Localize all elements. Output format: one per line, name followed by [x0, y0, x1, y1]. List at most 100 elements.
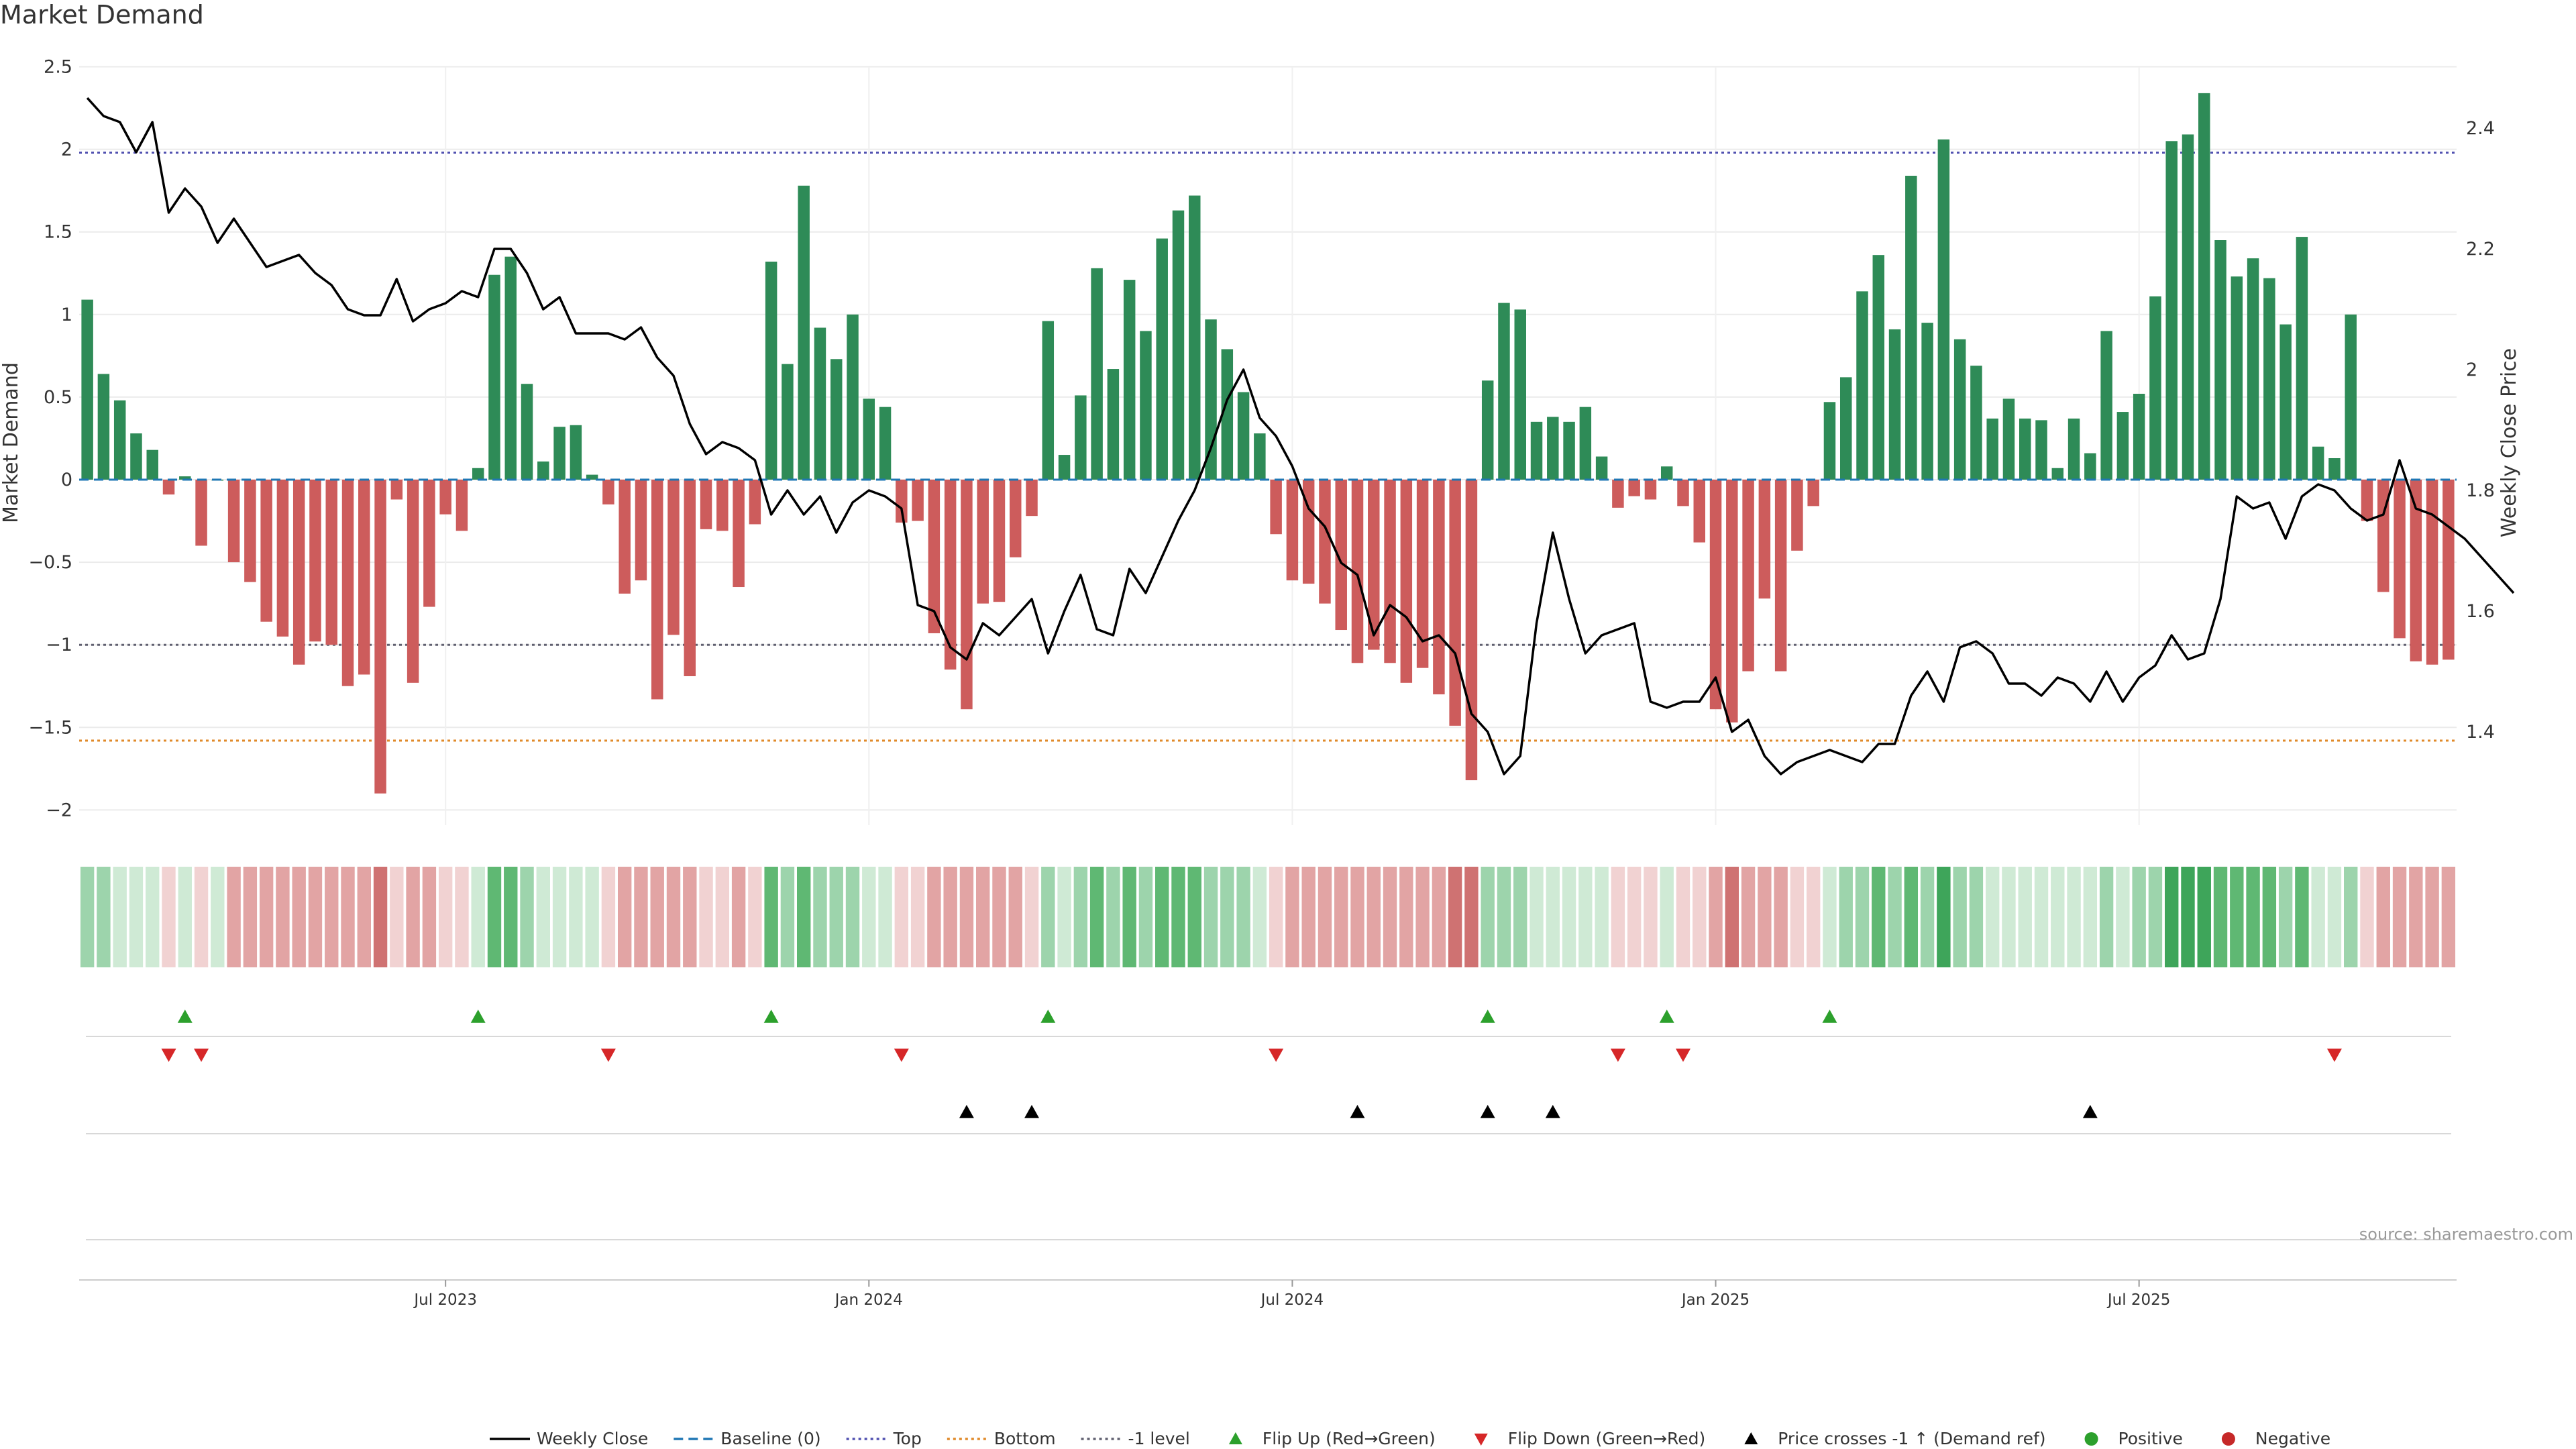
demand-bar [553, 427, 566, 480]
demand-bar [1628, 480, 1640, 496]
demand-bar [455, 480, 468, 531]
legend-swatch [2084, 1432, 2098, 1446]
price-cross-marker [1350, 1105, 1365, 1118]
demand-bar [1547, 417, 1559, 480]
strip-cell [1693, 867, 1707, 967]
strip-cell [2392, 867, 2407, 967]
demand-bar [2328, 458, 2341, 480]
demand-bar [830, 359, 843, 480]
strip-cell [276, 867, 290, 967]
demand-bar [2116, 412, 2129, 480]
y-tick-label: −2 [46, 800, 72, 820]
demand-bar [2084, 453, 2096, 480]
strip-cell [1187, 867, 1201, 967]
strip-cell [325, 867, 339, 967]
flip-up-marker [470, 1010, 486, 1023]
strip-cell [2311, 867, 2325, 967]
strip-cell [2327, 867, 2342, 967]
strip-cell [780, 867, 795, 967]
strip-cell [146, 867, 160, 967]
strip-cell [536, 867, 551, 967]
demand-bar [619, 480, 631, 594]
demand-bar [1058, 455, 1071, 480]
strip-cell [1985, 867, 2000, 967]
strip-cell [487, 867, 502, 967]
demand-bar [1400, 480, 1413, 683]
strip-cell [748, 867, 762, 967]
y2-tick-label: 1.4 [2466, 722, 2495, 743]
strip-cell [292, 867, 306, 967]
strip-cell [2132, 867, 2146, 967]
demand-bar [195, 480, 207, 546]
demand-bar [2133, 393, 2145, 480]
demand-bar [684, 480, 696, 676]
strip-cell [666, 867, 681, 967]
demand-bar [2443, 480, 2455, 660]
demand-bar [1579, 407, 1592, 480]
flip-down-marker [1610, 1049, 1625, 1062]
demand-bar [2247, 258, 2259, 480]
strip-cell [406, 867, 420, 967]
demand-bar [162, 480, 175, 495]
demand-bar [1839, 377, 1852, 480]
demand-bar [2149, 296, 2161, 480]
flip-down-marker [2326, 1049, 2342, 1062]
strip-cell [1790, 867, 1805, 967]
strip-cell [927, 867, 941, 967]
demand-bar [2231, 276, 2243, 480]
strip-cell [1774, 867, 1788, 967]
price-cross-marker [1545, 1105, 1560, 1118]
demand-bar [863, 398, 875, 480]
strip-cell [227, 867, 241, 967]
strip-cell [1823, 867, 1837, 967]
demand-bar [716, 480, 729, 531]
flip-down-marker [600, 1049, 616, 1062]
demand-bar [227, 480, 240, 563]
demand-bar [1758, 480, 1771, 599]
strip-cell [731, 867, 746, 967]
price-cross-marker [1024, 1105, 1040, 1118]
strip-cell [585, 867, 599, 967]
demand-bar [1237, 392, 1250, 480]
legend-label: Positive [2118, 1429, 2183, 1448]
legend-item: Price crosses -1 ↑ (Demand ref) [1744, 1429, 2046, 1448]
legend-swatch [1744, 1432, 1758, 1444]
y-tick-label: 0 [61, 470, 72, 490]
demand-heat-strip [80, 867, 2456, 967]
demand-bar [1677, 480, 1689, 506]
strip-cell [178, 867, 192, 967]
y-axis-right: 2.4 2.2 2 1.8 1.6 1.4 [2466, 118, 2495, 743]
demand-bar [1921, 323, 1933, 480]
flip-down-marker [1269, 1049, 1284, 1062]
demand-bar [521, 384, 533, 480]
strip-cell [796, 867, 811, 967]
strip-cell [2067, 867, 2081, 967]
demand-bar [1709, 480, 1722, 710]
flip-up-marker [177, 1010, 193, 1023]
demand-bar [2068, 418, 2080, 480]
strip-cell [1236, 867, 1250, 967]
price-cross-marker [1480, 1105, 1495, 1118]
strip-cell [829, 867, 843, 967]
demand-bar [1270, 480, 1282, 535]
strip-cell [1904, 867, 1919, 967]
strip-cell [259, 867, 274, 967]
legend-item: Flip Down (Green→Red) [1474, 1429, 1706, 1448]
demand-bar [1986, 418, 1998, 480]
demand-bar [325, 480, 337, 645]
flip-down-marker [161, 1049, 176, 1062]
y-tick-label: 2.5 [44, 57, 72, 78]
strip-cell [634, 867, 648, 967]
strip-cell [699, 867, 713, 967]
legend-label: Flip Up (Red→Green) [1263, 1429, 1436, 1448]
demand-bar [2214, 240, 2226, 480]
legend-label: Negative [2255, 1429, 2330, 1448]
strip-cell [1513, 867, 1527, 967]
strip-cell [2230, 867, 2244, 967]
strip-cell [1024, 867, 1039, 967]
strip-cell [1220, 867, 1234, 967]
y-tick-label: 2 [61, 140, 72, 160]
demand-bar [1905, 175, 1917, 480]
legend-label: Flip Down (Green→Red) [1508, 1429, 1706, 1448]
strip-cell [1855, 867, 1870, 967]
